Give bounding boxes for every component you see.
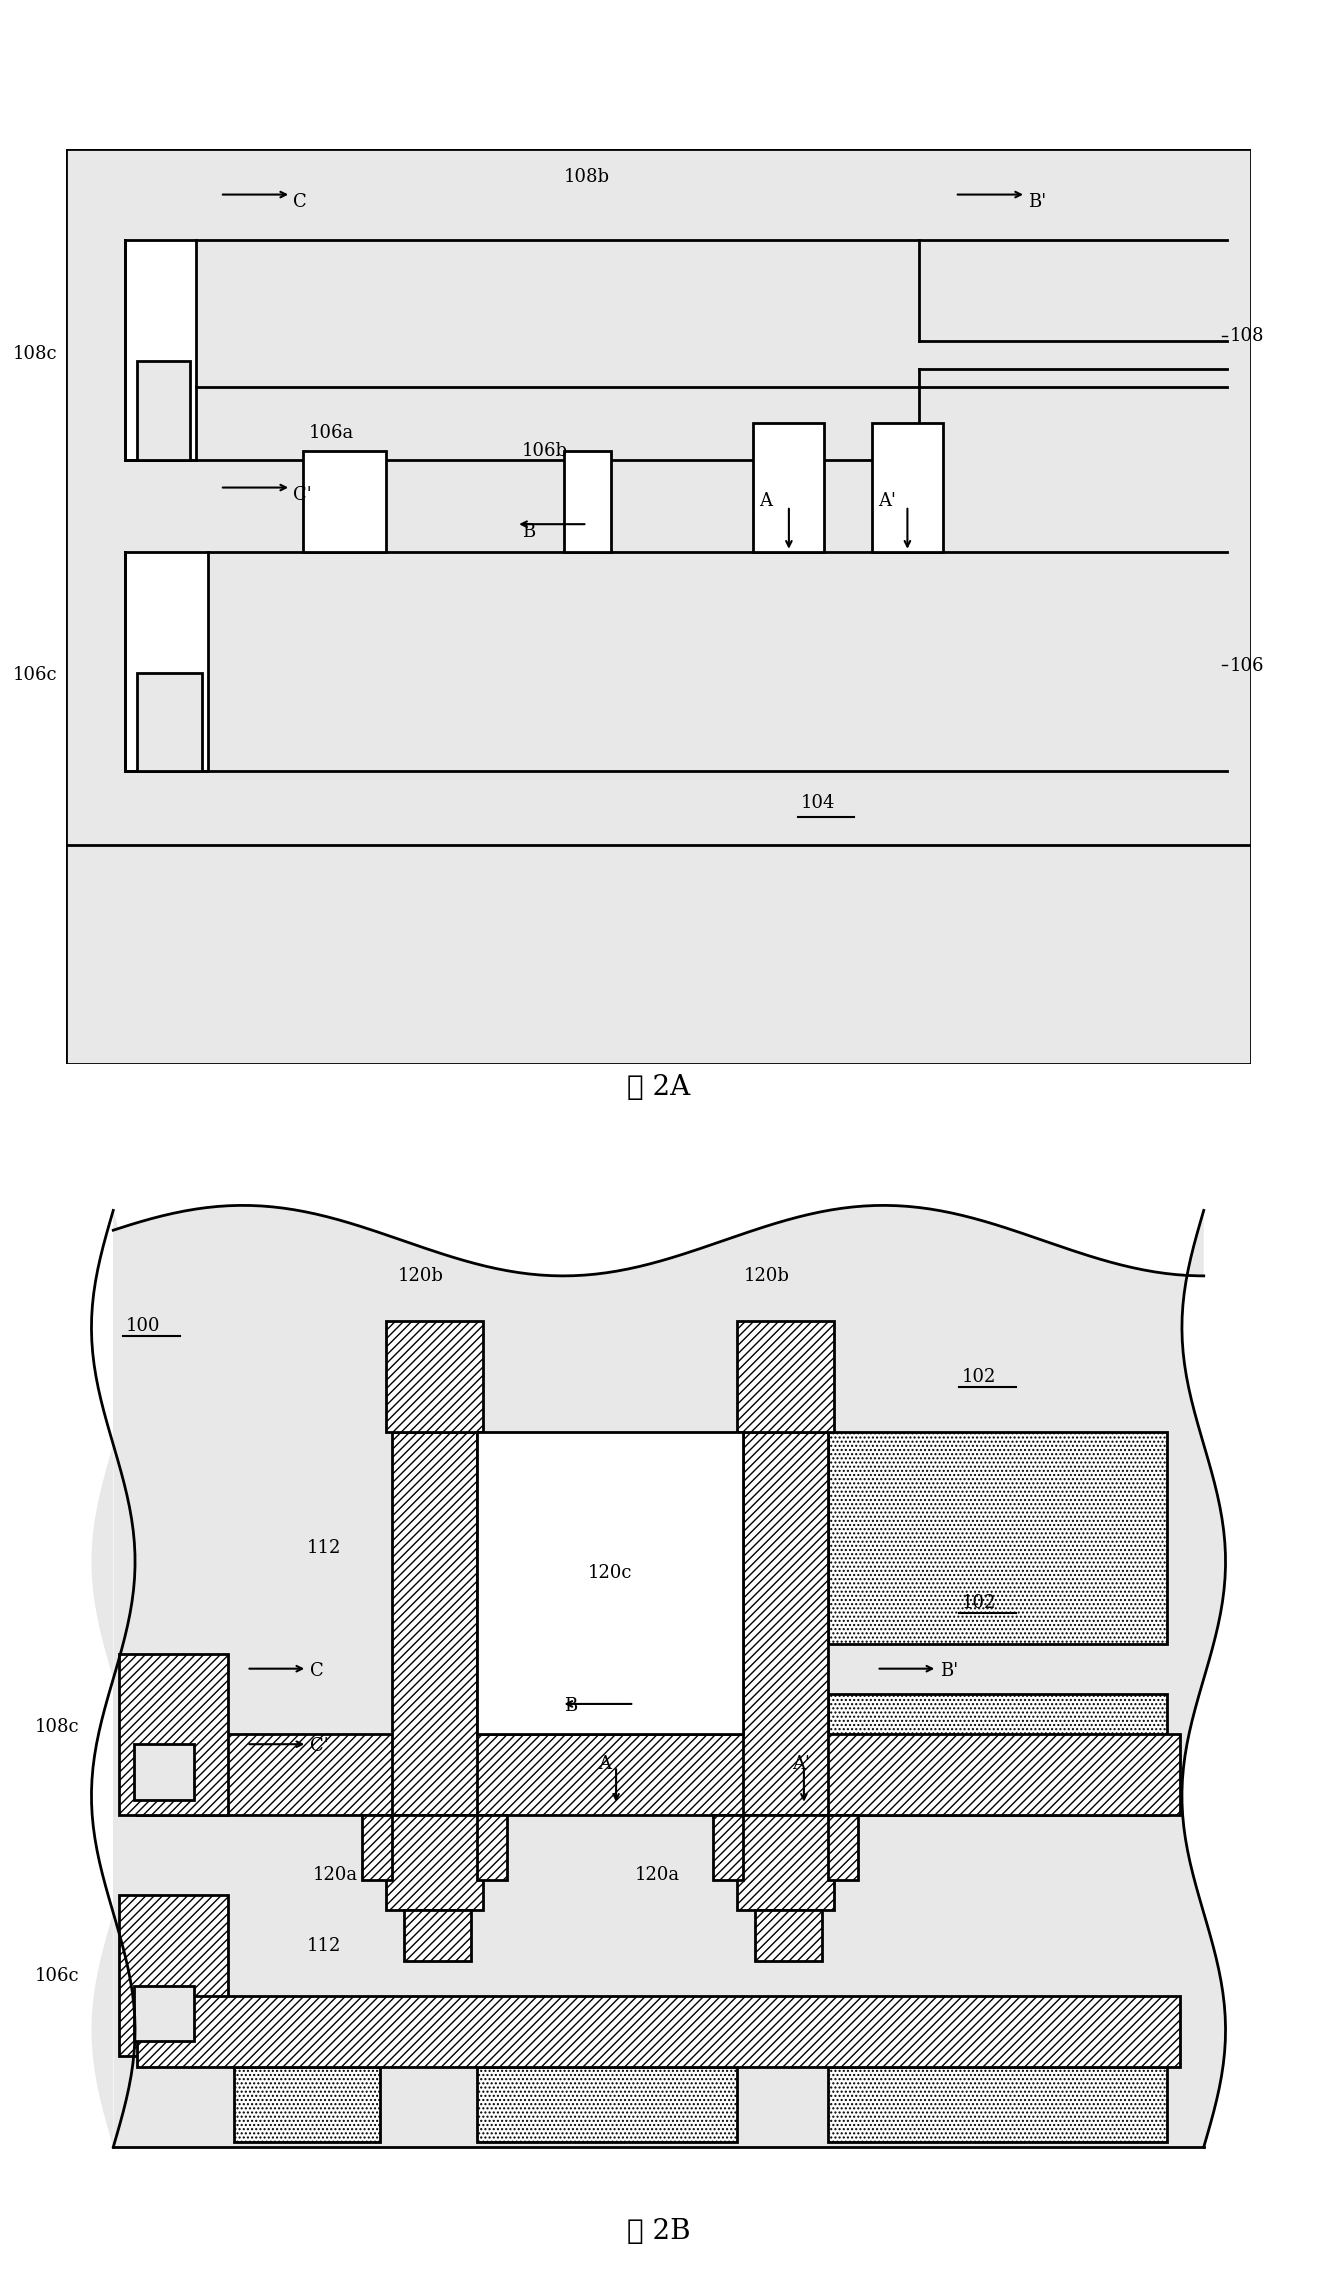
Text: 120a: 120a xyxy=(635,1866,680,1884)
Bar xyxy=(137,1996,1180,2067)
Text: A': A' xyxy=(878,492,896,510)
Text: 104: 104 xyxy=(801,794,835,813)
Polygon shape xyxy=(91,1206,1226,2147)
Bar xyxy=(828,1433,1167,1644)
Text: 108c: 108c xyxy=(34,1719,79,1735)
Bar xyxy=(756,1911,822,1962)
Bar xyxy=(362,1815,392,1879)
Text: 106b: 106b xyxy=(523,442,568,460)
Bar xyxy=(404,1911,470,1962)
Text: 120a: 120a xyxy=(313,1866,358,1884)
Text: B': B' xyxy=(939,1662,957,1680)
Text: 100: 100 xyxy=(125,1316,159,1334)
Text: 112: 112 xyxy=(307,1936,341,1955)
Bar xyxy=(738,1815,834,1911)
Bar xyxy=(392,1433,477,1815)
Text: C': C' xyxy=(309,1737,328,1756)
Bar xyxy=(738,1321,834,1433)
Bar xyxy=(125,552,208,771)
Bar xyxy=(564,451,611,552)
Bar xyxy=(134,1987,195,2042)
Bar xyxy=(477,1433,743,1735)
Text: B: B xyxy=(564,1696,577,1714)
Bar xyxy=(828,2067,1167,2143)
Text: 108: 108 xyxy=(1230,327,1264,346)
Text: 102: 102 xyxy=(961,1593,996,1611)
Bar xyxy=(134,1744,195,1799)
Bar xyxy=(386,1815,483,1911)
Bar xyxy=(753,423,824,552)
Text: 图 2B: 图 2B xyxy=(627,2218,690,2246)
Text: A: A xyxy=(598,1756,611,1774)
Bar xyxy=(828,1694,1167,1815)
Text: A': A' xyxy=(792,1756,810,1774)
Text: 120b: 120b xyxy=(743,1266,789,1284)
Text: 102: 102 xyxy=(961,1367,996,1385)
Bar xyxy=(477,2067,738,2143)
Bar xyxy=(120,1653,228,1815)
Text: C: C xyxy=(294,192,307,211)
Text: A: A xyxy=(760,492,772,510)
Bar xyxy=(234,2067,379,2143)
Text: 120b: 120b xyxy=(398,1266,444,1284)
Text: 108b: 108b xyxy=(564,167,610,185)
Text: 106c: 106c xyxy=(34,1966,79,1985)
Text: C: C xyxy=(309,1662,323,1680)
Text: B: B xyxy=(523,522,536,540)
Bar xyxy=(712,1815,743,1879)
Bar xyxy=(386,1321,483,1433)
Text: 112: 112 xyxy=(307,1538,341,1557)
Bar xyxy=(120,1895,228,2056)
Bar xyxy=(137,362,191,460)
Text: C': C' xyxy=(294,485,312,504)
Bar xyxy=(477,1815,507,1879)
Text: 图 2A: 图 2A xyxy=(627,1074,690,1101)
Text: B': B' xyxy=(1029,192,1047,211)
Text: 120c: 120c xyxy=(587,1563,632,1582)
Text: 106a: 106a xyxy=(309,423,354,442)
Bar xyxy=(828,1815,859,1879)
Bar xyxy=(137,673,203,771)
Bar xyxy=(125,240,196,460)
Bar xyxy=(137,1735,1180,1815)
Bar xyxy=(303,451,386,552)
Bar xyxy=(872,423,943,552)
Bar xyxy=(743,1433,828,1815)
Text: 108c: 108c xyxy=(12,346,57,364)
Text: 106: 106 xyxy=(1230,657,1264,675)
Text: 106c: 106c xyxy=(12,666,57,684)
